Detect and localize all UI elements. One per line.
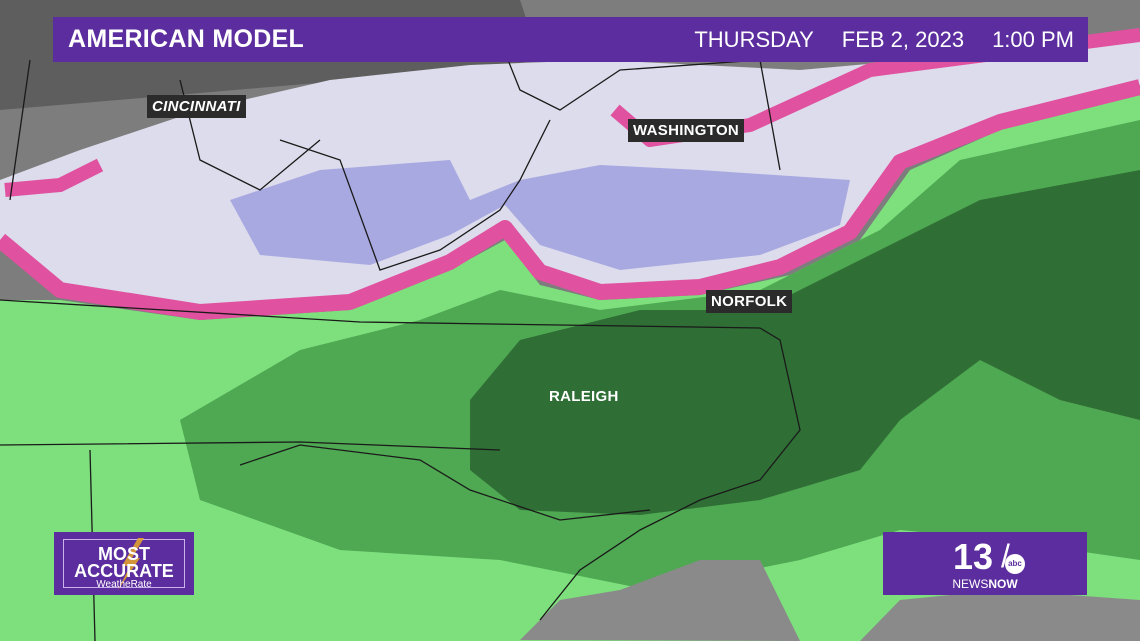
most-accurate-logo: MOST ACCURATE WeatheRate xyxy=(54,532,194,595)
city-label-raleigh: RALEIGH xyxy=(549,388,619,405)
13-news-now-logo: 13 / abc NEWSNOW xyxy=(883,532,1087,595)
brand-wordmark: NEWSNOW xyxy=(883,577,1087,591)
brand-now: NOW xyxy=(988,577,1018,591)
logo-text-accurate: ACCURATE xyxy=(74,561,174,581)
city-label-washington: WASHINGTON xyxy=(628,119,745,142)
lightning-bolt-icon xyxy=(118,538,144,590)
logo-slash: / xyxy=(1001,538,1010,574)
rain-heavy-area xyxy=(470,170,1140,515)
forecast-date: FEB 2, 2023 xyxy=(841,26,965,52)
abc-icon: abc xyxy=(1005,554,1025,574)
logo-border xyxy=(63,539,185,588)
forecast-day: THURSDAY xyxy=(694,26,814,52)
state-borders xyxy=(0,39,801,641)
forecast-datetime: THURSDAY FEB 2, 2023 1:00 PM xyxy=(694,27,1074,53)
mix-band-west xyxy=(4,158,104,197)
mix-band-south xyxy=(0,79,1140,320)
brand-news: NEWS xyxy=(952,577,989,591)
snow-heavy-area xyxy=(230,160,850,270)
logo-text-most: MOST xyxy=(98,544,150,564)
header-bar: AMERICAN MODEL THURSDAY FEB 2, 2023 1:00… xyxy=(53,17,1088,62)
city-label-cincinnati: CINCINNATI xyxy=(147,95,246,118)
logo-text-weatherate: WeatheRate xyxy=(96,579,152,590)
no-precip-area-south xyxy=(520,560,800,641)
model-title: AMERICAN MODEL xyxy=(68,25,305,53)
channel-number: 13 xyxy=(953,536,994,577)
no-precip-area-southeast xyxy=(860,590,1140,641)
city-label-norfolk: NORFOLK xyxy=(706,290,793,313)
forecast-time: 1:00 PM xyxy=(992,26,1074,52)
